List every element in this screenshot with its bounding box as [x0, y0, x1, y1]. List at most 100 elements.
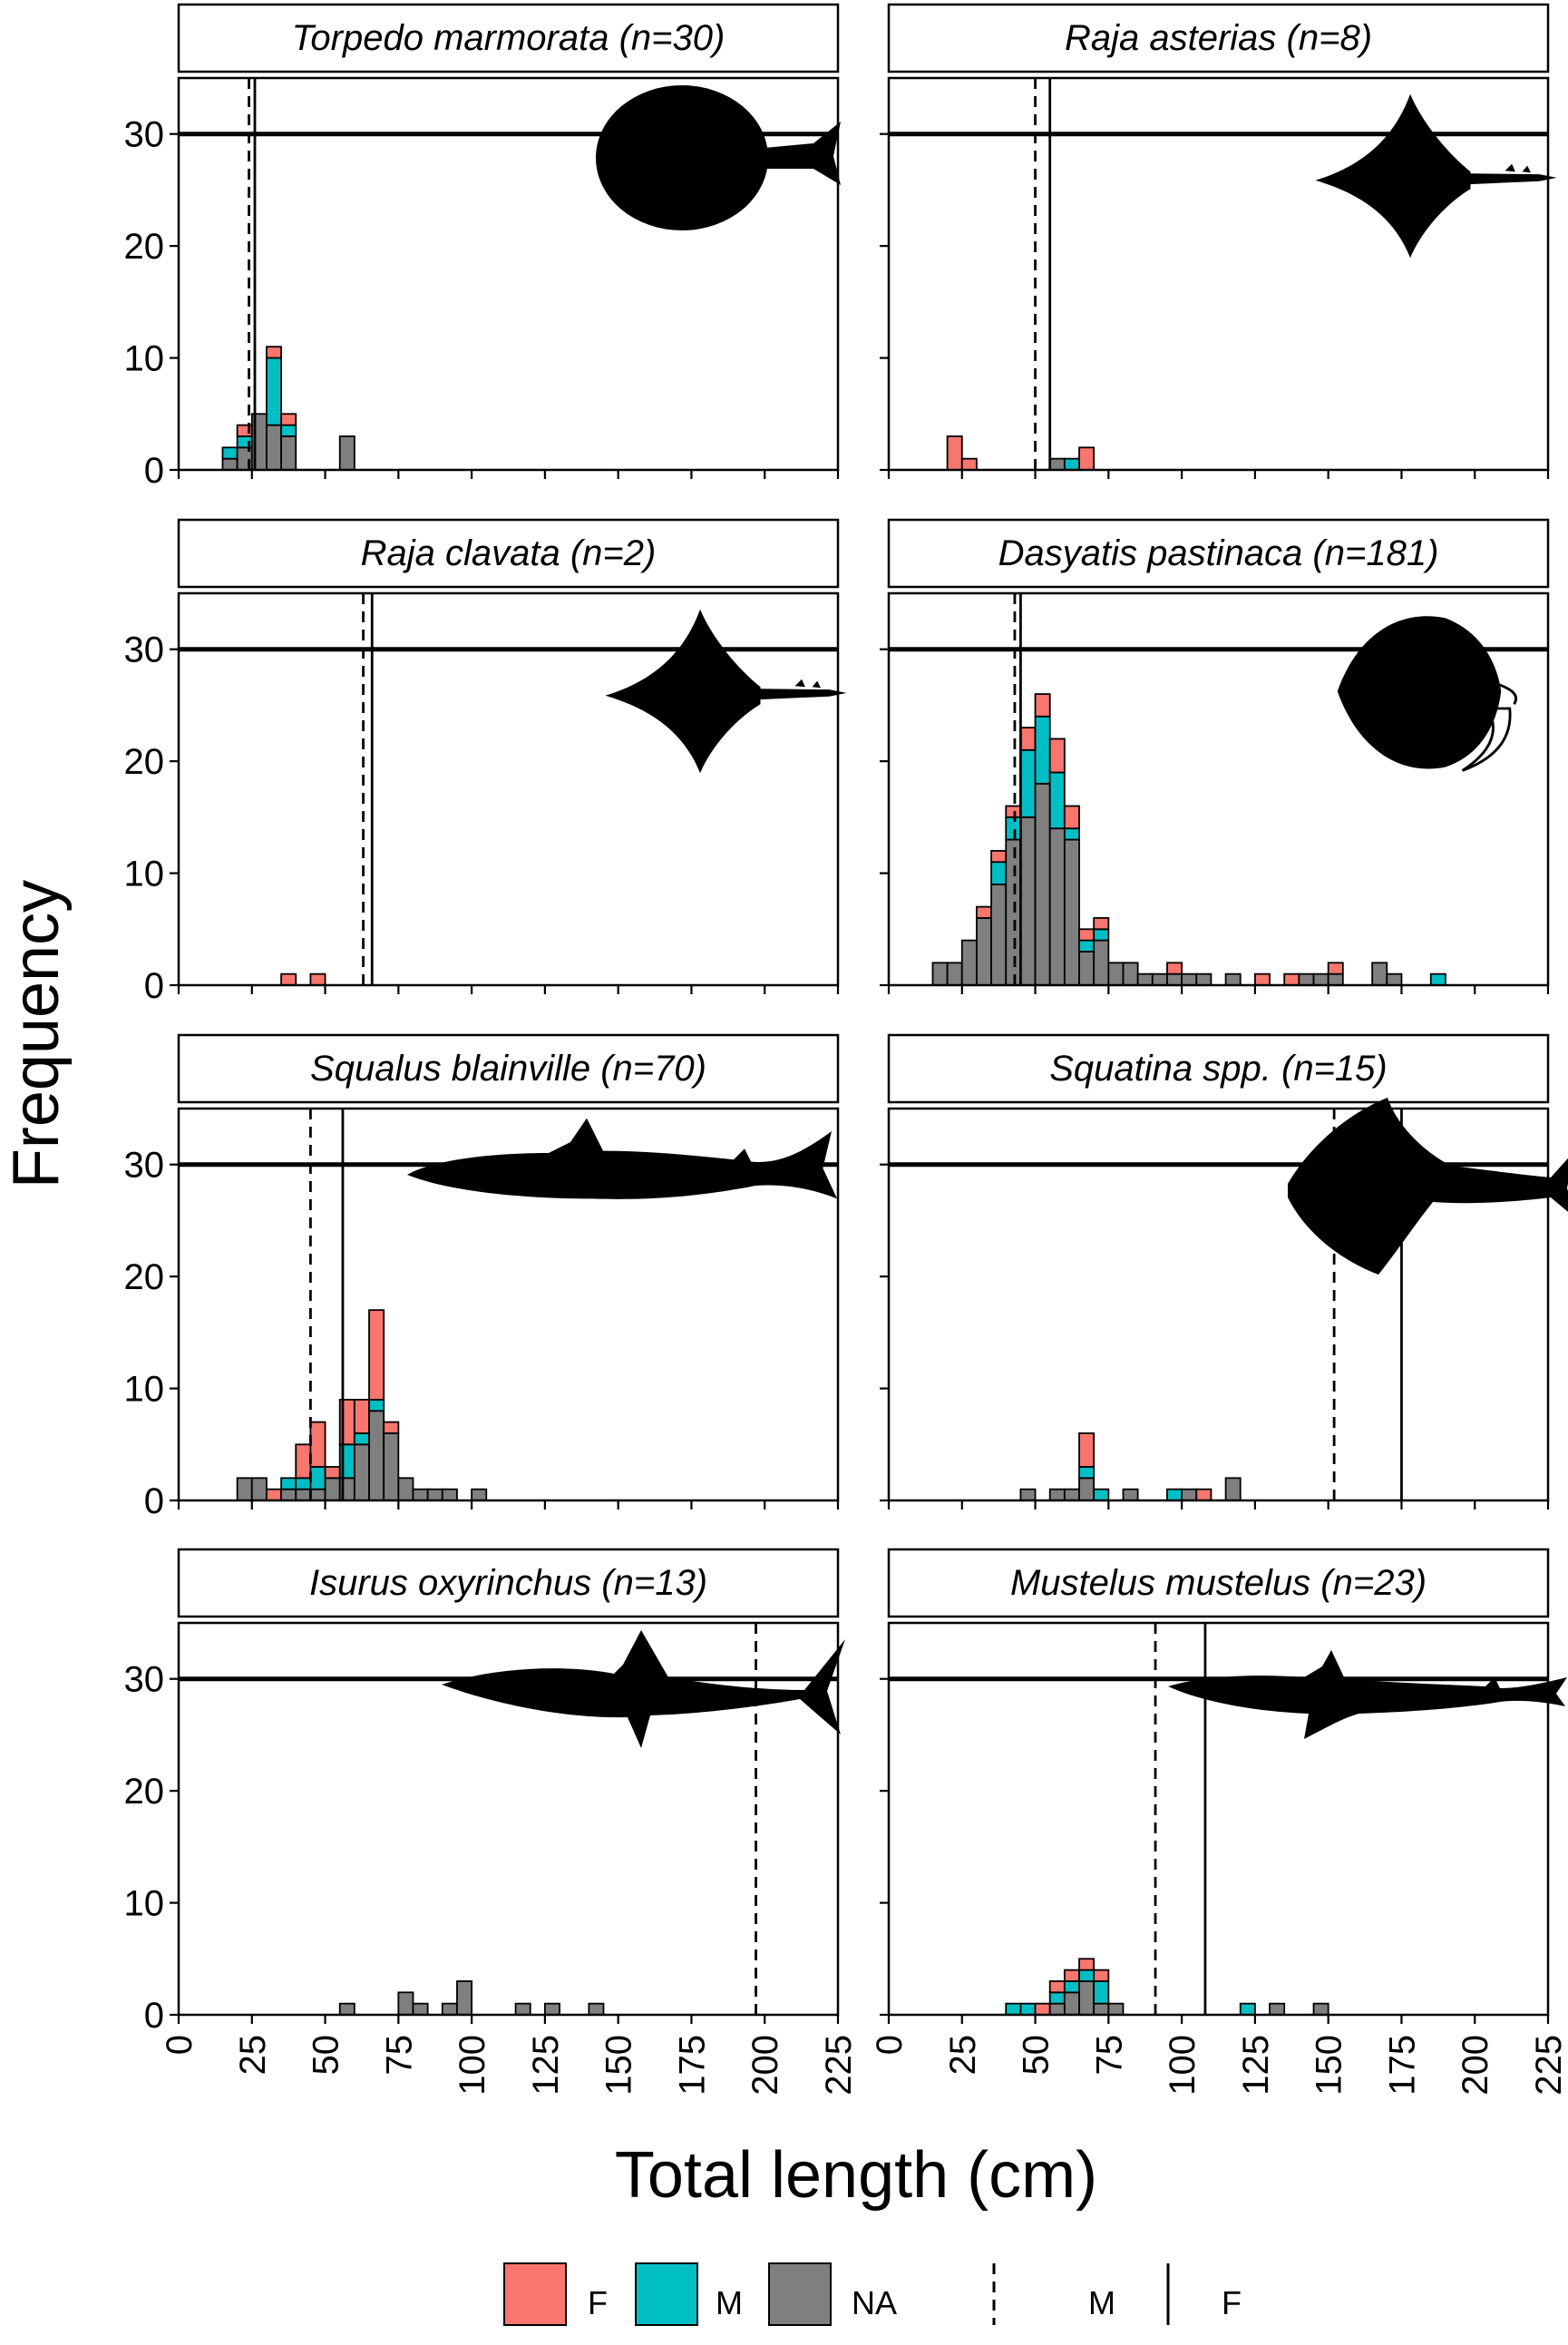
bar-na — [368, 1410, 385, 1501]
bar-na — [441, 2002, 458, 2016]
bar-na — [1386, 972, 1403, 986]
panel-title: Raja asterias (n=8) — [1065, 18, 1372, 58]
bar-m — [1078, 1466, 1096, 1480]
bar-na — [1312, 972, 1329, 986]
legend-key-na — [768, 2262, 832, 2326]
bar-f — [1063, 805, 1080, 830]
bar-na — [1063, 1991, 1080, 2016]
panel-squatina: Squatina spp. (n=15) — [880, 1033, 1568, 1510]
y-axis-title: Frequency — [0, 880, 73, 1188]
bar-f — [295, 1443, 312, 1480]
bar-na — [1122, 1488, 1139, 1501]
bar-f — [1063, 1969, 1080, 1982]
panel-strip — [177, 518, 840, 589]
x-tick-label: 50 — [307, 2035, 346, 2076]
x-tick-label: 75 — [1089, 2035, 1129, 2076]
bar-na — [946, 962, 963, 986]
bar-m — [368, 1399, 385, 1412]
mako-shark-silhouette — [442, 1630, 845, 1748]
panel-strip — [887, 1033, 1550, 1104]
panel-torpedo: Torpedo marmorata (n=30) 0 10 20 30 — [124, 3, 841, 491]
bar-m — [353, 1432, 370, 1446]
bar-f — [1093, 917, 1110, 931]
bar-na — [1034, 782, 1051, 986]
panel-frame — [887, 76, 1550, 472]
bar-f — [1078, 446, 1096, 471]
panel-isurus: Isurus oxyrinchus (n=13) 0 10 20 30 0 25 50 75 10… — [124, 1548, 859, 2096]
x-tick-label: 100 — [1163, 2035, 1203, 2096]
bar-f — [1078, 1432, 1096, 1468]
bar-na — [236, 1477, 253, 1501]
x-tick-label: 125 — [1236, 2035, 1276, 2096]
angelshark-silhouette — [1288, 1098, 1568, 1275]
bar-na — [324, 1477, 341, 1501]
x-tick-label: 150 — [599, 2035, 639, 2096]
bar-f — [946, 435, 963, 471]
y-tick-label: 10 — [124, 855, 165, 894]
bar-na — [309, 1488, 326, 1501]
bar-na — [383, 1432, 400, 1501]
bar-na — [1107, 2002, 1125, 2016]
bar-na — [1019, 1488, 1037, 1501]
panel-frame — [177, 76, 840, 472]
bar-na — [1312, 2002, 1329, 2016]
bar-na — [412, 1488, 429, 1501]
bar-f — [266, 1488, 282, 1501]
x-tick-label: 0 — [160, 2035, 200, 2055]
x-tick-label: 0 — [870, 2035, 910, 2055]
x-tick-label: 200 — [745, 2035, 785, 2096]
bar-f — [1327, 962, 1344, 975]
bar-f — [1283, 972, 1300, 986]
bar-m — [280, 424, 297, 437]
bar-f — [960, 457, 978, 471]
bar-m — [221, 446, 239, 460]
panel-mustelus: Mustelus mustelus (n=23) 0 25 50 75 100 125 150… — [870, 1548, 1568, 2096]
bar-f — [280, 413, 297, 426]
bar-f — [280, 972, 297, 986]
bar-na — [266, 424, 282, 471]
bar-na — [1371, 962, 1388, 986]
bar-f — [1034, 693, 1051, 718]
bar-na — [1048, 1488, 1066, 1501]
bar-m — [1166, 1488, 1183, 1501]
panel-strip — [177, 1548, 840, 1618]
bar-na — [412, 2002, 429, 2016]
bar-na — [1063, 1488, 1080, 1501]
panel-title: Squalus blainville (n=70) — [310, 1049, 706, 1089]
bar-m — [266, 357, 282, 426]
panel-raja-clavata: Raja clavata (n=2) 0 10 20 30 — [124, 518, 847, 1006]
bar-na — [1224, 972, 1242, 986]
bar-na — [1181, 1488, 1198, 1501]
bar-f — [1048, 1980, 1066, 1994]
panel-strip — [887, 518, 1550, 589]
bar-m — [1019, 748, 1037, 818]
y-tick-label: 20 — [124, 1772, 165, 1812]
bar-na — [1078, 1477, 1096, 1501]
bar-na — [1122, 962, 1139, 986]
bar-na — [976, 917, 992, 986]
bar-na — [397, 1991, 414, 2016]
bar-m — [1093, 1980, 1110, 2005]
bar-f — [324, 1466, 341, 1480]
y-tick-label: 10 — [124, 1370, 165, 1410]
panel-frame — [177, 591, 840, 987]
y-tick-label: 20 — [124, 742, 165, 782]
dogfish-silhouette — [407, 1118, 837, 1199]
y-tick-label: 0 — [144, 451, 164, 491]
panel-frame — [887, 1621, 1550, 2017]
bar-na — [1019, 816, 1037, 986]
bar-na — [426, 1488, 443, 1501]
x-tick-label: 150 — [1310, 2035, 1349, 2096]
bar-na — [1048, 457, 1066, 471]
bar-na — [543, 2002, 560, 2016]
bar-f — [353, 1399, 370, 1434]
y-tick-label: 10 — [124, 1884, 165, 1924]
bar-m — [309, 1466, 326, 1490]
bar-f — [309, 972, 326, 986]
bar-na — [397, 1477, 414, 1501]
bar-f — [990, 849, 1008, 864]
smoothhound-silhouette — [1168, 1650, 1567, 1739]
bar-na — [1166, 972, 1183, 986]
bar-na — [1063, 838, 1080, 986]
